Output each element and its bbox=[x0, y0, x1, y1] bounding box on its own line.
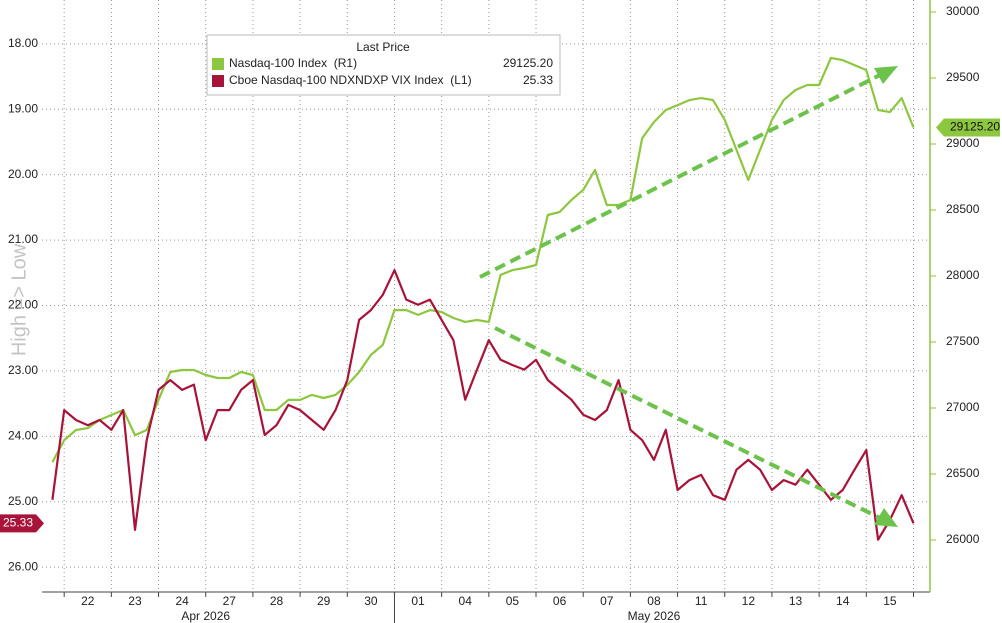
legend-label: Nasdaq-100 Index (R1) bbox=[229, 56, 357, 70]
arrowhead bbox=[874, 66, 898, 84]
legend-value: 25.33 bbox=[523, 73, 553, 87]
series-line bbox=[51, 269, 915, 541]
y2-tick-label: 30000 bbox=[946, 4, 980, 18]
x-tick-label: 04 bbox=[459, 594, 473, 608]
plot-area: 18.00 19.00 20.00 21.00 22.00 23.00 24.00 25.00… bbox=[8, 0, 980, 623]
trend-arrow-up bbox=[479, 73, 881, 279]
x-tick-label: 01 bbox=[411, 594, 425, 608]
legend: Last Price Nasdaq-100 Index (R1) 29125.2… bbox=[206, 34, 561, 96]
y-tick-label: 20.00 bbox=[8, 167, 38, 181]
month-label: May 2026 bbox=[628, 609, 681, 623]
month-label: Apr 2026 bbox=[181, 609, 230, 623]
y2-tick-label: 26500 bbox=[946, 466, 980, 480]
y-tick-label: 23.00 bbox=[8, 363, 38, 377]
y-tick-label: 18.00 bbox=[8, 36, 38, 50]
last-price-tag bbox=[0, 514, 44, 533]
last-price-tag bbox=[936, 118, 1000, 137]
arrowhead bbox=[874, 508, 898, 527]
y2-tick-label: 27500 bbox=[946, 334, 980, 348]
x-tick-label: 05 bbox=[506, 594, 520, 608]
x-tick-label: 12 bbox=[742, 594, 756, 608]
x-tick-label: 28 bbox=[270, 594, 284, 608]
x-tick-label: 06 bbox=[553, 594, 567, 608]
y2-tick-label: 28500 bbox=[946, 202, 980, 216]
x-tick-label: 29 bbox=[317, 594, 331, 608]
y-tick-label: 24.00 bbox=[8, 428, 38, 442]
legend-title: Last Price bbox=[356, 40, 410, 54]
x-tick-label: 13 bbox=[789, 594, 803, 608]
trend-arrows bbox=[479, 66, 898, 527]
legend-label: Cboe Nasdaq-100 NDXNDXP VIX Index (L1) bbox=[229, 73, 472, 87]
x-tick-label: 11 bbox=[695, 594, 708, 608]
x-tick-label: 14 bbox=[836, 594, 850, 608]
legend-swatch bbox=[212, 58, 224, 70]
y-tick-label: 19.00 bbox=[8, 101, 38, 115]
y-tick-label: 21.00 bbox=[8, 232, 38, 246]
y2-tick-label: 29500 bbox=[946, 70, 980, 84]
y-tick-label: 22.00 bbox=[8, 298, 38, 312]
last-price-tag-label: 29125.20 bbox=[950, 120, 1000, 134]
y2-tick-label: 26000 bbox=[946, 532, 980, 546]
y2-tick-label: 27000 bbox=[946, 400, 980, 414]
x-tick-label: 08 bbox=[647, 594, 661, 608]
legend-swatch bbox=[212, 75, 224, 87]
x-tick-label: 23 bbox=[128, 594, 142, 608]
last-price-tag-label: 25.33 bbox=[3, 515, 33, 529]
y2-tick-label: 28000 bbox=[946, 268, 980, 282]
y-axis-label: High => Low bbox=[8, 243, 30, 356]
x-tick-label: 22 bbox=[81, 594, 95, 608]
x-tick-label: 24 bbox=[175, 594, 189, 608]
legend-value: 29125.20 bbox=[503, 56, 553, 70]
series-line bbox=[51, 56, 915, 463]
x-tick-label: 07 bbox=[600, 594, 614, 608]
x-tick-label: 27 bbox=[223, 594, 237, 608]
y-tick-label: 25.00 bbox=[8, 494, 38, 508]
y-tick-label: 26.00 bbox=[8, 559, 38, 573]
x-tick-label: 30 bbox=[364, 594, 378, 608]
y2-tick-label: 29000 bbox=[946, 136, 980, 150]
legend-box bbox=[206, 34, 561, 96]
trend-arrow-down bbox=[494, 326, 881, 520]
x-tick-label: 15 bbox=[883, 594, 897, 608]
